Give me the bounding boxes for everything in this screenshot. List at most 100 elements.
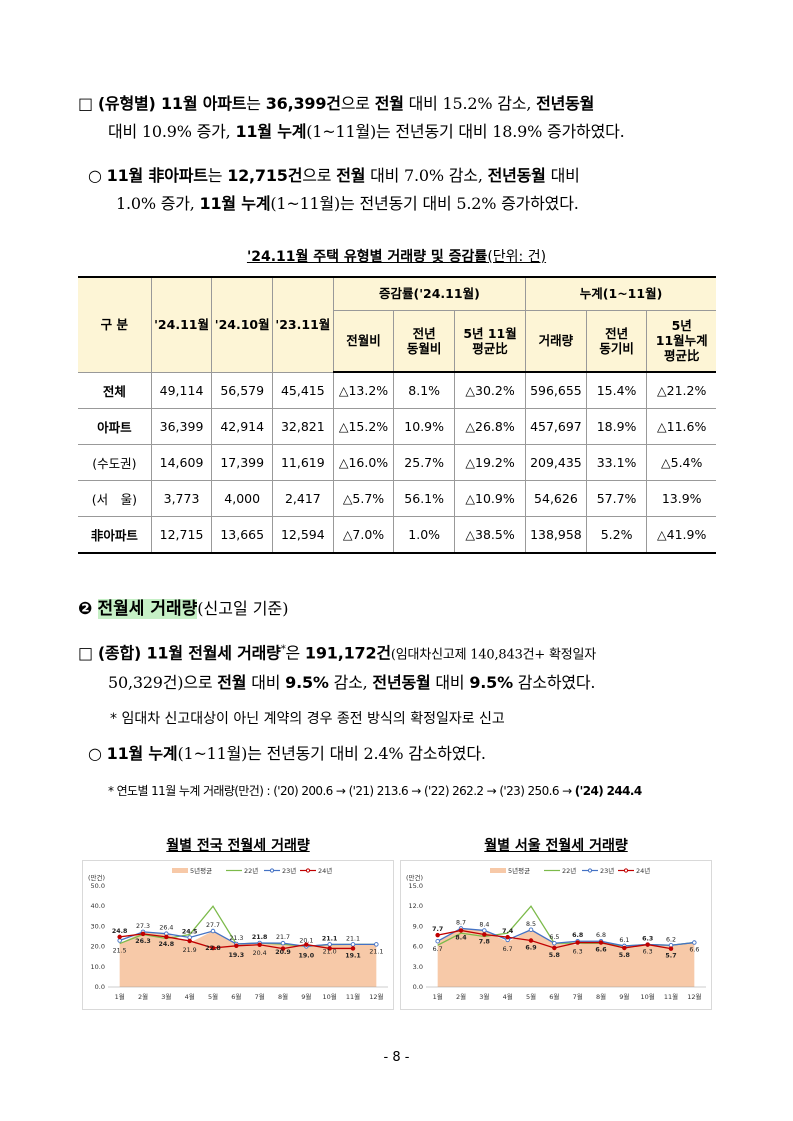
circle-bullet: ○ (88, 744, 102, 763)
header-volume: 거래량 (525, 309, 587, 373)
y-tick-label: 0.0 (95, 983, 105, 991)
box-bullet: □ (78, 94, 93, 113)
row-label: (서 울) (78, 480, 152, 517)
x-tick-label: 11월 (664, 992, 678, 1001)
x-tick-label: 5월 (208, 992, 218, 1001)
data-point (210, 945, 216, 951)
legend-marker (587, 868, 593, 873)
yoy-label: 전년동월 (536, 94, 595, 113)
x-tick-label: 2월 (456, 992, 466, 1001)
data-point (350, 942, 356, 947)
data-point (140, 931, 146, 937)
x-tick-label: 3월 (161, 992, 171, 1001)
y-tick-label: 3.0 (413, 963, 423, 971)
unit-label: (만건) (406, 873, 423, 882)
data-label: 21.1 (322, 935, 338, 942)
data-label: 8.4 (455, 934, 467, 941)
cell: 25.7% (393, 444, 455, 481)
data-point (187, 938, 192, 944)
cell: 15.4% (585, 371, 648, 409)
yoy-label: 전년동월 (372, 673, 431, 693)
cell: △13.2% (332, 371, 395, 409)
text: 1.0% 증가, (116, 194, 200, 213)
data-point (528, 938, 534, 943)
data-label: 6.9 (525, 945, 536, 952)
legend-label: 24년 (318, 866, 332, 875)
row-label: 전체 (78, 371, 152, 409)
header-yoy: 전년 동월비 (393, 309, 455, 373)
data-label: 6.7 (503, 946, 513, 953)
data-label: 8.4 (479, 921, 489, 928)
text: (1~11월)는 전년동기 대비 5.2% 증가하였다. (270, 194, 579, 213)
data-point (552, 945, 557, 951)
data-label: 6.3 (643, 949, 653, 956)
highlight-value: ('24) 244.4 (574, 784, 642, 798)
legend-marker (305, 868, 311, 873)
data-point (327, 946, 332, 951)
text: 으로 (340, 94, 375, 113)
data-label: 26.3 (135, 938, 151, 945)
data-point (435, 938, 440, 944)
cell: 11,619 (272, 444, 334, 481)
row-label: 아파트 (78, 408, 152, 445)
series-line (119, 930, 377, 948)
data-label: 6.1 (619, 937, 629, 944)
text: 는 (246, 94, 266, 113)
cell: 1.0% (393, 516, 455, 554)
data-label: 24.5 (182, 929, 198, 936)
non-apt-count: 12,715건 (227, 166, 303, 185)
data-point (482, 928, 487, 933)
x-tick-label: 12월 (369, 992, 383, 1001)
cell: 138,958 (525, 516, 587, 554)
data-label: 20.4 (253, 950, 267, 957)
paragraph-rent-cumulative: ○ 11월 누계(1~11월)는 전년동기 대비 2.4% 감소하였다. (88, 740, 486, 768)
area-5yr-avg (437, 928, 695, 987)
data-point (458, 928, 464, 933)
table-row: 전체 49,114 56,579 45,415 △13.2% 8.1% △30.2% 5… (78, 371, 716, 409)
legend-swatch (172, 868, 188, 873)
type-heading: (유형별) 11월 아파트 (97, 94, 247, 113)
cell: 8.1% (393, 371, 455, 409)
y-tick-label: 0.0 (413, 983, 423, 991)
data-label: 21.8 (252, 934, 268, 941)
data-label: 27.7 (206, 922, 220, 929)
y-tick-label: 6.0 (413, 943, 423, 951)
x-tick-label: 10월 (641, 992, 655, 1001)
x-tick-label: 6월 (549, 992, 559, 1001)
data-label: 24.8 (159, 941, 175, 948)
data-point (327, 942, 332, 947)
footnote-1: * 임대차 신고대상이 아닌 계약의 경우 종전 방식의 확정일자로 신고 (110, 711, 505, 727)
text: 감소하였다. (512, 673, 596, 693)
data-point (234, 943, 239, 949)
header-change-rate: 증감률('24.11월) (332, 276, 527, 311)
text: 대비 7.0% 감소, (365, 166, 488, 185)
cell: △15.2% (332, 408, 395, 445)
x-tick-label: 2월 (138, 992, 148, 1001)
data-label: 19.0 (299, 953, 315, 960)
chart-national-rent: (만건) 0.0 10.0 20.0 30.0 40.0 50.0 5년평균 22년 23년 24년… (82, 860, 394, 1010)
text: 대비 (430, 673, 470, 693)
cell: 49,114 (150, 371, 213, 409)
box-bullet: □ (78, 643, 93, 663)
section-title: 전월세 거래량 (97, 599, 198, 619)
x-tick-label: 6월 (231, 992, 241, 1001)
cell: 56,579 (211, 371, 274, 409)
cell: 13,665 (211, 516, 274, 554)
section-subtitle: (신고일 기준) (197, 599, 289, 618)
data-point (210, 928, 216, 934)
page-number: - 8 - (383, 1050, 410, 1065)
non-apt-heading: 11월 非아파트 (106, 166, 208, 185)
y-tick-label: 20.0 (91, 943, 105, 951)
data-point (280, 946, 286, 951)
x-tick-label: 4월 (503, 992, 513, 1001)
cell: △10.9% (453, 480, 527, 517)
data-point (374, 942, 379, 947)
x-tick-label: 7월 (255, 992, 265, 1001)
yoy-label: 전년동월 (487, 166, 546, 185)
header-24-10: '24.10월 (211, 276, 274, 373)
legend-label: 5년평균 (508, 866, 530, 875)
data-point (505, 934, 510, 940)
data-point (668, 946, 674, 951)
data-label: 21.0 (323, 949, 337, 956)
header-23-11: '23.11월 (272, 276, 334, 373)
